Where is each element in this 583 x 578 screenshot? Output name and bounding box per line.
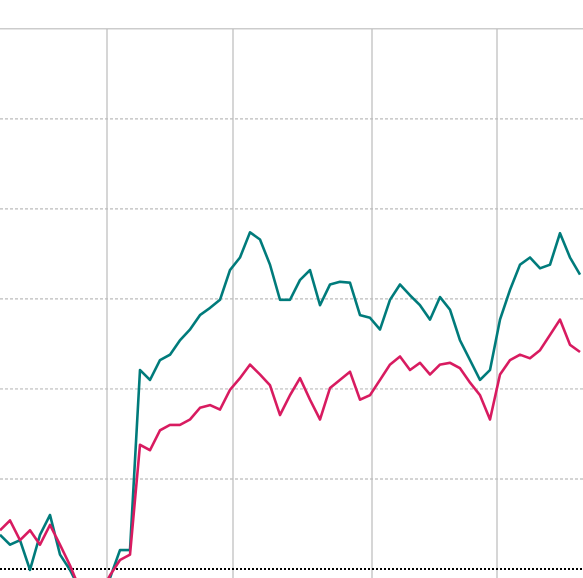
series-line — [0, 318, 581, 578]
series-line — [0, 231, 582, 578]
